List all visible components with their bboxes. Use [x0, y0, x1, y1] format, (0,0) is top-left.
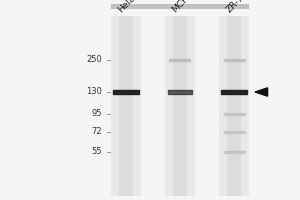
Text: ZR-75-1: ZR-75-1: [225, 0, 256, 14]
Bar: [224, 59, 244, 61]
Bar: [224, 151, 244, 153]
Text: 55: 55: [92, 148, 102, 156]
Bar: [113, 90, 139, 94]
Bar: [224, 113, 244, 115]
Text: 95: 95: [92, 109, 102, 118]
Text: 130: 130: [86, 88, 102, 97]
Bar: [168, 90, 192, 94]
Text: Hela: Hela: [117, 0, 137, 14]
Bar: [221, 90, 247, 94]
Bar: [227, 16, 241, 196]
Bar: [111, 4, 249, 9]
Bar: [119, 16, 133, 196]
Text: 250: 250: [86, 55, 102, 64]
Bar: [169, 59, 190, 61]
Bar: [224, 131, 244, 133]
Bar: [111, 16, 141, 196]
Polygon shape: [255, 88, 268, 96]
Bar: [165, 16, 195, 196]
Text: 72: 72: [92, 128, 102, 136]
Bar: [173, 16, 187, 196]
Bar: [219, 16, 249, 196]
Text: MCF-7: MCF-7: [171, 0, 197, 14]
